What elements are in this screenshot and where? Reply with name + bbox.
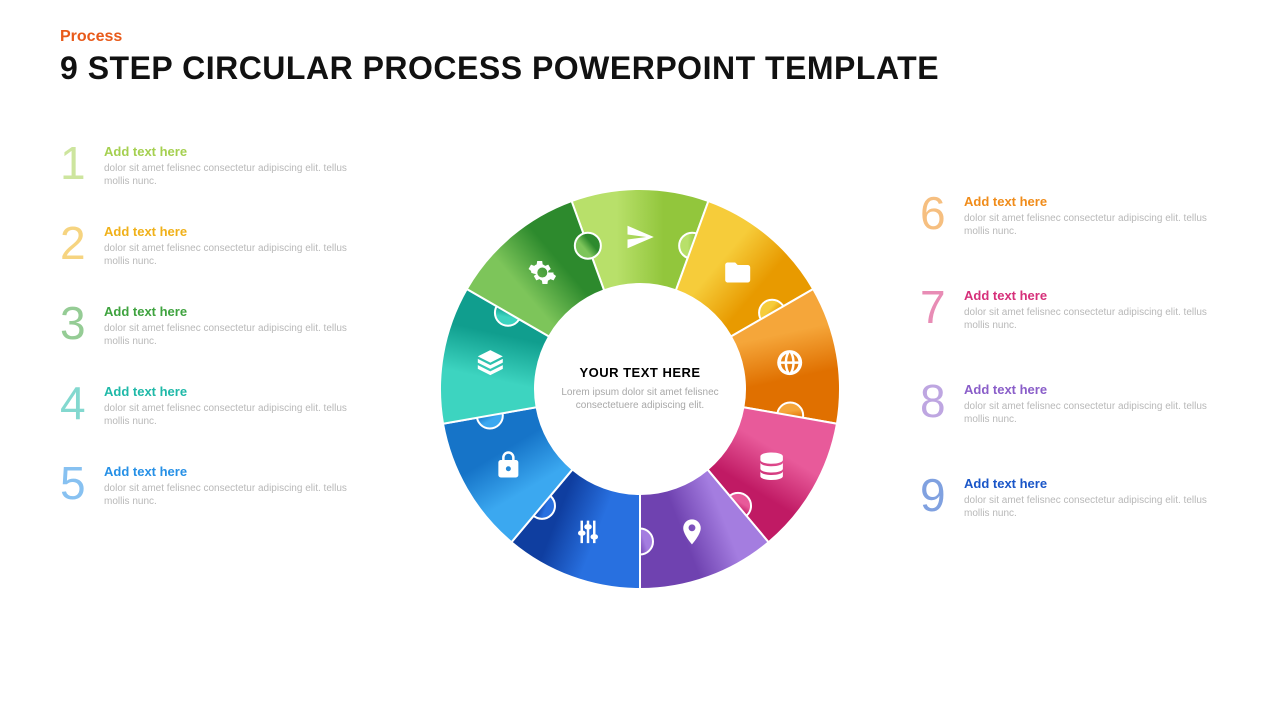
step-number: 9 [920,472,954,518]
step-number: 5 [60,460,94,506]
step-item-1: 1 Add text here dolor sit amet felisnec co… [60,140,360,188]
step-title: Add text here [104,304,360,319]
step-desc: dolor sit amet felisnec consectetur adip… [104,162,360,188]
step-item-4: 4 Add text here dolor sit amet felisnec co… [60,380,360,428]
globe-icon [775,347,805,377]
step-item-7: 7 Add text here dolor sit amet felisnec co… [920,284,1220,332]
step-desc: dolor sit amet felisnec consectetur adip… [964,400,1220,426]
database-icon [757,450,787,480]
left-step-list: 1 Add text here dolor sit amet felisnec co… [60,140,360,540]
step-desc: dolor sit amet felisnec consectetur adip… [104,402,360,428]
sliders-icon [573,517,603,547]
step-item-5: 5 Add text here dolor sit amet felisnec co… [60,460,360,508]
layers-icon [475,347,505,377]
center-title: YOUR TEXT HERE [579,365,700,380]
step-desc: dolor sit amet felisnec consectetur adip… [964,494,1220,520]
step-number: 3 [60,300,94,346]
step-title: Add text here [104,144,360,159]
step-number: 7 [920,284,954,330]
lock-icon [493,450,523,480]
step-number: 6 [920,190,954,236]
step-number: 4 [60,380,94,426]
center-circle: YOUR TEXT HERE Lorem ipsum dolor sit ame… [540,289,740,489]
step-desc: dolor sit amet felisnec consectetur adip… [964,306,1220,332]
step-number: 1 [60,140,94,186]
pretitle: Process [60,28,939,46]
step-item-2: 2 Add text here dolor sit amet felisnec co… [60,220,360,268]
step-item-9: 9 Add text here dolor sit amet felisnec co… [920,472,1220,520]
step-title: Add text here [104,464,360,479]
step-item-8: 8 Add text here dolor sit amet felisnec co… [920,378,1220,426]
step-item-3: 3 Add text here dolor sit amet felisnec co… [60,300,360,348]
step-title: Add text here [104,224,360,239]
plane-icon [625,222,655,252]
step-item-6: 6 Add text here dolor sit amet felisnec co… [920,190,1220,238]
step-title: Add text here [104,384,360,399]
pin-icon [677,517,707,547]
header: Process 9 STEP CIRCULAR PROCESS POWERPOI… [60,28,939,87]
main-title: 9 STEP CIRCULAR PROCESS POWERPOINT TEMPL… [60,50,939,87]
gear-icon [527,257,557,287]
step-title: Add text here [964,382,1220,397]
center-desc: Lorem ipsum dolor sit amet felisnec cons… [560,386,720,412]
step-number: 8 [920,378,954,424]
step-title: Add text here [964,476,1220,491]
step-desc: dolor sit amet felisnec consectetur adip… [104,242,360,268]
circular-diagram: YOUR TEXT HERE Lorem ipsum dolor sit ame… [430,179,850,599]
right-step-list: 6 Add text here dolor sit amet felisnec co… [920,190,1220,566]
puzzle-knob [575,232,601,258]
folder-icon [723,257,753,287]
step-desc: dolor sit amet felisnec consectetur adip… [104,482,360,508]
step-title: Add text here [964,288,1220,303]
step-desc: dolor sit amet felisnec consectetur adip… [964,212,1220,238]
step-desc: dolor sit amet felisnec consectetur adip… [104,322,360,348]
step-number: 2 [60,220,94,266]
step-title: Add text here [964,194,1220,209]
